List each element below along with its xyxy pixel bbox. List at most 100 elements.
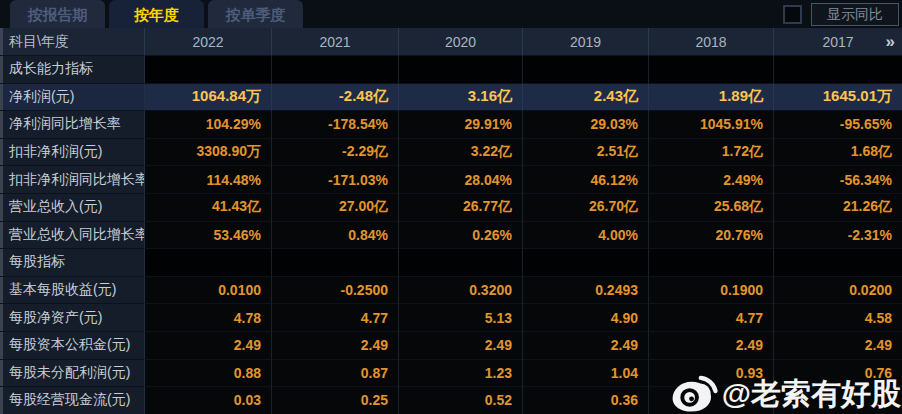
cell-value: 2.49 — [649, 332, 774, 360]
row-label: 营业总收入(元) — [0, 194, 145, 222]
row-label: 净利润(元) — [0, 84, 145, 112]
cell-value: 21.26亿 — [774, 194, 902, 222]
tab-by-report-period[interactable]: 按报告期 — [10, 0, 105, 28]
cell-value: 0.2493 — [523, 277, 649, 305]
cell-value: 0.0200 — [774, 277, 902, 305]
table-row[interactable]: 基本每股收益(元)0.0100-0.25000.32000.24930.1900… — [0, 277, 902, 305]
cell-value: 104.29% — [145, 111, 272, 139]
cell-value — [523, 56, 649, 84]
table-row[interactable]: 每股经营现金流(元)0.030.250.520.36 — [0, 387, 902, 414]
cell-value: 0.76 — [774, 360, 902, 388]
table-row[interactable]: 扣非净利润(元)3308.90万-2.29亿3.22亿2.51亿1.72亿1.6… — [0, 139, 902, 167]
year-label: 2017 — [822, 34, 853, 50]
cell-value — [774, 56, 902, 84]
cell-value: -2.48亿 — [272, 84, 399, 112]
cell-value — [272, 249, 399, 277]
cell-value: 4.58 — [774, 304, 902, 332]
cell-value: 27.00亿 — [272, 194, 399, 222]
row-label: 每股净资产(元) — [0, 304, 145, 332]
cell-value — [774, 249, 902, 277]
cell-value: 0.93 — [649, 360, 774, 388]
cell-value: 0.36 — [523, 387, 649, 414]
year-header: 2019 — [523, 28, 649, 56]
cell-value: 3.16亿 — [399, 84, 523, 112]
cell-value: 2.49% — [649, 166, 774, 194]
cell-value — [649, 56, 774, 84]
show-yoy-label[interactable]: 显示同比 — [811, 3, 899, 26]
cell-value: 41.43亿 — [145, 194, 272, 222]
table-row[interactable]: 营业总收入(元)41.43亿27.00亿26.77亿26.70亿25.68亿21… — [0, 194, 902, 222]
cell-value: -56.34% — [774, 166, 902, 194]
period-tabbar: 按报告期 按年度 按单季度 显示同比 — [0, 0, 902, 28]
cell-value: 5.13 — [399, 304, 523, 332]
row-label: 每股经营现金流(元) — [0, 387, 145, 414]
cell-value: 2.49 — [272, 332, 399, 360]
cell-value: 114.48% — [145, 166, 272, 194]
cell-value: 0.52 — [399, 387, 523, 414]
year-header: 2020 — [399, 28, 523, 56]
cell-value — [399, 56, 523, 84]
cell-value: 1.89亿 — [649, 84, 774, 112]
year-header: 2017 » — [774, 28, 902, 56]
cell-value: 3308.90万 — [145, 139, 272, 167]
cell-value: -95.65% — [774, 111, 902, 139]
cell-value: 0.88 — [145, 360, 272, 388]
cell-value: 4.77 — [272, 304, 399, 332]
table-header-row: 科目\年度 2022 2021 2020 2019 2018 2017 » — [0, 28, 902, 56]
cell-value: 53.46% — [145, 222, 272, 250]
row-label: 扣非净利润同比增长率 — [0, 166, 145, 194]
row-label: 营业总收入同比增长率 — [0, 222, 145, 250]
cell-value: 1645.01万 — [774, 84, 902, 112]
cell-value: 1.68亿 — [774, 139, 902, 167]
cell-value: 29.91% — [399, 111, 523, 139]
cell-value — [145, 56, 272, 84]
cell-value: 26.77亿 — [399, 194, 523, 222]
cell-value: 3.22亿 — [399, 139, 523, 167]
table-row[interactable]: 每股资本公积金(元)2.492.492.492.492.492.49 — [0, 332, 902, 360]
show-yoy-checkbox[interactable] — [783, 5, 802, 24]
tab-by-single-quarter[interactable]: 按单季度 — [208, 0, 303, 28]
cell-value — [774, 387, 902, 414]
cell-value: 4.90 — [523, 304, 649, 332]
cell-value: -171.03% — [272, 166, 399, 194]
row-label: 净利润同比增长率 — [0, 111, 145, 139]
tab-by-year[interactable]: 按年度 — [109, 0, 204, 28]
cell-value — [399, 249, 523, 277]
row-label: 每股未分配利润(元) — [0, 360, 145, 388]
corner-header: 科目\年度 — [0, 28, 145, 56]
section-row: 每股指标 — [0, 249, 902, 277]
table-row[interactable]: 净利润同比增长率104.29%-178.54%29.91%29.03%1045.… — [0, 111, 902, 139]
table-body: 成长能力指标净利润(元)1064.84万-2.48亿3.16亿2.43亿1.89… — [0, 56, 902, 414]
table-row[interactable]: 每股未分配利润(元)0.880.871.231.040.930.76 — [0, 360, 902, 388]
cell-value: 1.72亿 — [649, 139, 774, 167]
cell-value: 0.25 — [272, 387, 399, 414]
cell-value: 0.1900 — [649, 277, 774, 305]
table-row[interactable]: 营业总收入同比增长率53.46%0.84%0.26%4.00%20.76%-2.… — [0, 222, 902, 250]
year-header: 2022 — [145, 28, 272, 56]
table-row[interactable]: 净利润(元)1064.84万-2.48亿3.16亿2.43亿1.89亿1645.… — [0, 84, 902, 112]
row-label: 每股指标 — [0, 249, 145, 277]
cell-value: 46.12% — [523, 166, 649, 194]
financial-table: 科目\年度 2022 2021 2020 2019 2018 2017 » 成长… — [0, 28, 902, 414]
cell-value: 29.03% — [523, 111, 649, 139]
more-years-chevron-icon[interactable]: » — [886, 28, 895, 56]
cell-value: -2.31% — [774, 222, 902, 250]
cell-value — [649, 249, 774, 277]
cell-value: 0.0100 — [145, 277, 272, 305]
cell-value: 0.26% — [399, 222, 523, 250]
year-header: 2018 — [649, 28, 774, 56]
cell-value: 25.68亿 — [649, 194, 774, 222]
section-row: 成长能力指标 — [0, 56, 902, 84]
row-label: 成长能力指标 — [0, 56, 145, 84]
cell-value: -0.2500 — [272, 277, 399, 305]
table-row[interactable]: 每股净资产(元)4.784.775.134.904.774.58 — [0, 304, 902, 332]
cell-value: 1.04 — [523, 360, 649, 388]
cell-value: 2.49 — [774, 332, 902, 360]
row-label: 基本每股收益(元) — [0, 277, 145, 305]
cell-value — [145, 249, 272, 277]
cell-value — [523, 249, 649, 277]
row-label: 扣非净利润(元) — [0, 139, 145, 167]
table-row[interactable]: 扣非净利润同比增长率114.48%-171.03%28.04%46.12%2.4… — [0, 166, 902, 194]
cell-value: 2.49 — [145, 332, 272, 360]
year-header: 2021 — [272, 28, 399, 56]
